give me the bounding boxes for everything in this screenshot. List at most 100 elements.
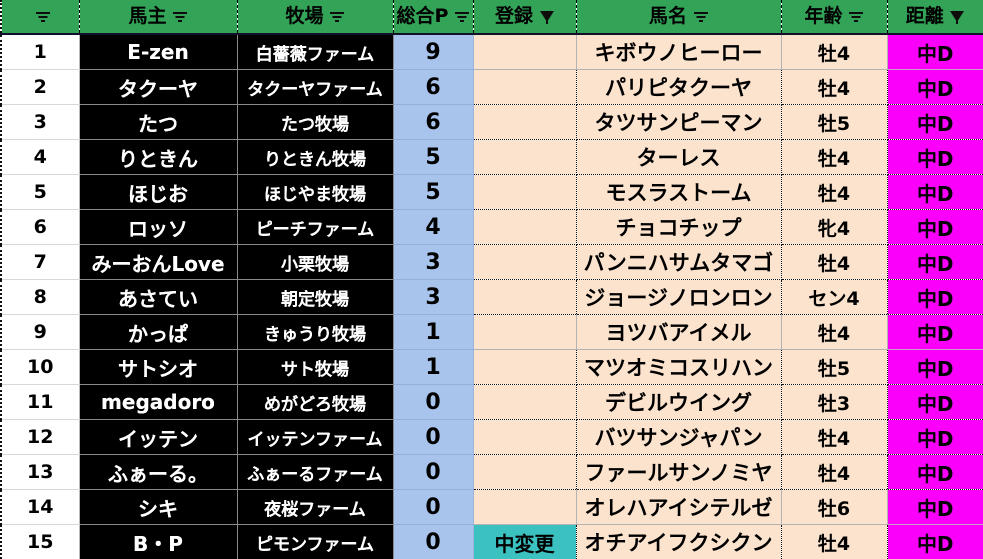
distance-cell[interactable]: 中D (887, 105, 983, 140)
filter-lines-icon[interactable] (330, 10, 345, 23)
row-number-cell[interactable]: 1 (1, 34, 79, 70)
farm-cell[interactable]: めがどろ牧場 (237, 385, 393, 420)
horse-name-cell[interactable]: オチアイフクシクン (576, 525, 781, 559)
farm-cell[interactable]: 白薔薇ファーム (237, 34, 393, 70)
filter-lines-icon[interactable] (693, 10, 708, 23)
total-points-cell[interactable]: 5 (393, 175, 473, 210)
total-points-cell[interactable]: 4 (393, 210, 473, 245)
horse-name-cell[interactable]: ターレス (576, 140, 781, 175)
filter-lines-icon[interactable] (849, 10, 864, 23)
farm-cell[interactable]: タクーヤファーム (237, 70, 393, 105)
horse-name-cell[interactable]: タツサンピーマン (576, 105, 781, 140)
farm-cell[interactable]: 夜桜ファーム (237, 490, 393, 525)
total-points-cell[interactable]: 0 (393, 490, 473, 525)
row-number-cell[interactable]: 3 (1, 105, 79, 140)
farm-cell[interactable]: りときん牧場 (237, 140, 393, 175)
registration-cell[interactable] (473, 210, 576, 245)
row-number-cell[interactable]: 13 (1, 455, 79, 490)
farm-cell[interactable]: ふぁーるファーム (237, 455, 393, 490)
age-cell[interactable]: 牡4 (781, 315, 887, 350)
distance-cell[interactable]: 中D (887, 455, 983, 490)
registration-cell[interactable]: 中変更 (473, 525, 576, 559)
row-number-cell[interactable]: 10 (1, 350, 79, 385)
horse-name-cell[interactable]: モスラストーム (576, 175, 781, 210)
distance-cell[interactable]: 中D (887, 315, 983, 350)
owner-cell[interactable]: シキ (79, 490, 237, 525)
total-points-cell[interactable]: 3 (393, 280, 473, 315)
age-cell[interactable]: 牡4 (781, 525, 887, 559)
farm-cell[interactable]: イッテンファーム (237, 420, 393, 455)
owner-cell[interactable]: E-zen (79, 34, 237, 70)
row-number-cell[interactable]: 5 (1, 175, 79, 210)
farm-cell[interactable]: ピモンファーム (237, 525, 393, 559)
total-points-cell[interactable]: 6 (393, 105, 473, 140)
age-cell[interactable]: 牡4 (781, 175, 887, 210)
total-points-cell[interactable]: 1 (393, 315, 473, 350)
horse-name-cell[interactable]: バツサンジャパン (576, 420, 781, 455)
registration-cell[interactable] (473, 70, 576, 105)
distance-cell[interactable]: 中D (887, 140, 983, 175)
owner-cell[interactable]: りときん (79, 140, 237, 175)
row-number-cell[interactable]: 11 (1, 385, 79, 420)
row-number-cell[interactable]: 2 (1, 70, 79, 105)
farm-cell[interactable]: きゅうり牧場 (237, 315, 393, 350)
distance-cell[interactable]: 中D (887, 70, 983, 105)
registration-cell[interactable] (473, 490, 576, 525)
total-points-cell[interactable]: 0 (393, 385, 473, 420)
row-number-cell[interactable]: 14 (1, 490, 79, 525)
registration-cell[interactable] (473, 385, 576, 420)
owner-cell[interactable]: B・P (79, 525, 237, 559)
registration-cell[interactable] (473, 280, 576, 315)
total-points-cell[interactable]: 0 (393, 420, 473, 455)
horse-name-cell[interactable]: ファールサンノミヤ (576, 455, 781, 490)
filter-lines-icon[interactable] (36, 10, 51, 23)
column-header-pt[interactable]: 総合P (393, 0, 473, 34)
distance-cell[interactable]: 中D (887, 350, 983, 385)
registration-cell[interactable] (473, 105, 576, 140)
filter-funnel-icon[interactable] (950, 10, 965, 23)
registration-cell[interactable] (473, 420, 576, 455)
owner-cell[interactable]: あさてい (79, 280, 237, 315)
distance-cell[interactable]: 中D (887, 490, 983, 525)
owner-cell[interactable]: megadoro (79, 385, 237, 420)
filter-lines-icon[interactable] (454, 10, 469, 23)
registration-cell[interactable] (473, 245, 576, 280)
distance-cell[interactable]: 中D (887, 385, 983, 420)
distance-cell[interactable]: 中D (887, 280, 983, 315)
distance-cell[interactable]: 中D (887, 420, 983, 455)
farm-cell[interactable]: ほじやま牧場 (237, 175, 393, 210)
horse-name-cell[interactable]: パリピタクーヤ (576, 70, 781, 105)
column-header-farm[interactable]: 牧場 (237, 0, 393, 34)
distance-cell[interactable]: 中D (887, 34, 983, 70)
age-cell[interactable]: 牡5 (781, 350, 887, 385)
filter-lines-icon[interactable] (173, 10, 188, 23)
owner-cell[interactable]: タクーヤ (79, 70, 237, 105)
registration-cell[interactable] (473, 350, 576, 385)
distance-cell[interactable]: 中D (887, 210, 983, 245)
total-points-cell[interactable]: 0 (393, 455, 473, 490)
horse-name-cell[interactable]: ヨツバアイメル (576, 315, 781, 350)
horse-name-cell[interactable]: チョコチップ (576, 210, 781, 245)
age-cell[interactable]: 牝4 (781, 210, 887, 245)
column-header-idx[interactable] (1, 0, 79, 34)
total-points-cell[interactable]: 9 (393, 34, 473, 70)
age-cell[interactable]: 牡4 (781, 140, 887, 175)
column-header-reg[interactable]: 登録 (473, 0, 576, 34)
column-header-dist[interactable]: 距離 (887, 0, 983, 34)
row-number-cell[interactable]: 9 (1, 315, 79, 350)
farm-cell[interactable]: サト牧場 (237, 350, 393, 385)
farm-cell[interactable]: 朝定牧場 (237, 280, 393, 315)
owner-cell[interactable]: ロッソ (79, 210, 237, 245)
column-header-owner[interactable]: 馬主 (79, 0, 237, 34)
row-number-cell[interactable]: 15 (1, 525, 79, 559)
